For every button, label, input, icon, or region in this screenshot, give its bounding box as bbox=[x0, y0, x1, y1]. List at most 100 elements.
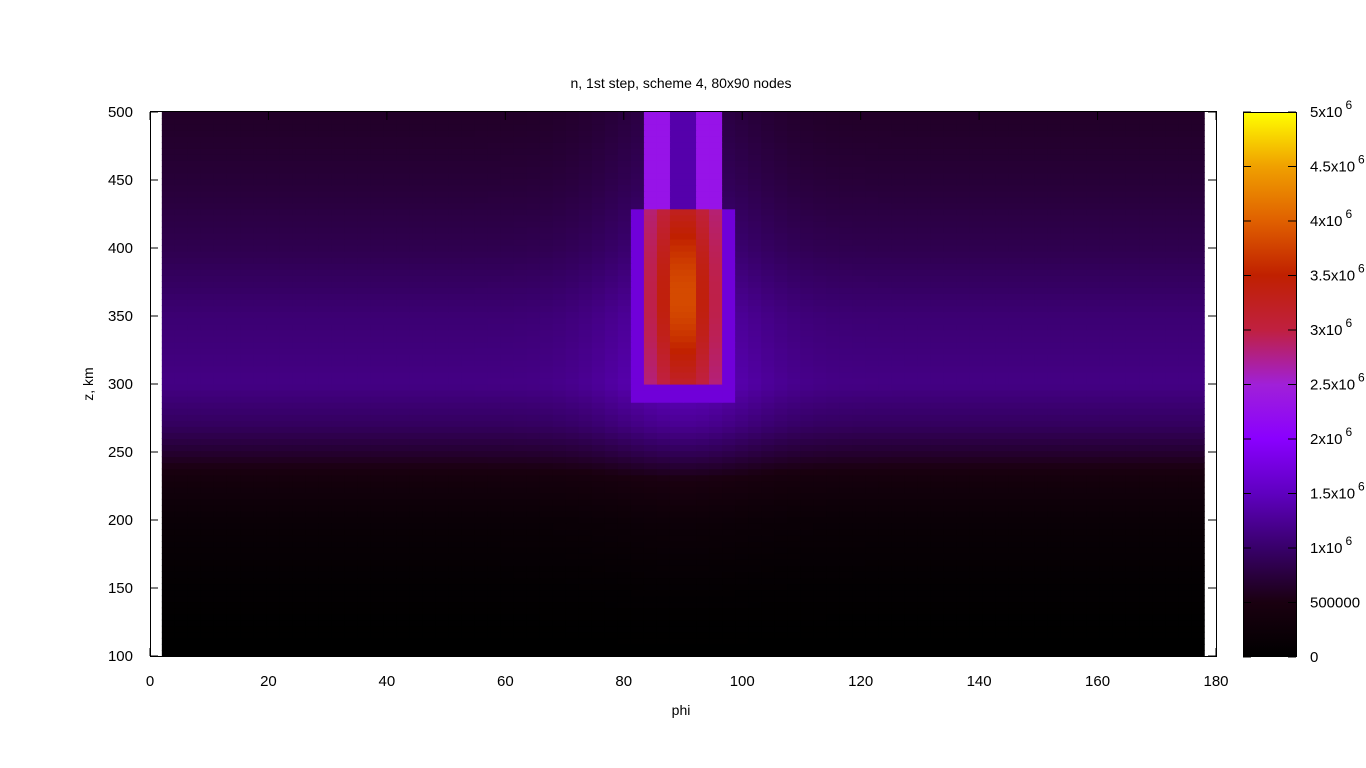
heatmap-cell bbox=[279, 613, 293, 621]
heatmap-cell bbox=[1086, 583, 1101, 591]
heatmap-cell bbox=[722, 595, 736, 603]
heatmap-cell bbox=[930, 462, 945, 470]
heatmap-cell bbox=[1152, 311, 1166, 319]
heatmap-cell bbox=[513, 492, 528, 500]
heatmap-cell bbox=[852, 432, 867, 439]
heatmap-cell bbox=[487, 438, 502, 446]
heatmap-cell bbox=[409, 438, 424, 446]
heatmap-cell bbox=[1060, 474, 1075, 482]
heatmap-cell bbox=[683, 371, 697, 379]
heatmap-cell bbox=[174, 347, 189, 355]
heatmap-cell bbox=[253, 649, 267, 657]
heatmap-cell bbox=[253, 408, 267, 415]
heatmap-cell bbox=[487, 547, 502, 554]
heatmap-cell bbox=[787, 335, 801, 343]
heatmap-cell bbox=[1021, 281, 1036, 288]
heatmap-cell bbox=[331, 480, 345, 488]
heatmap-cell bbox=[331, 577, 345, 585]
heatmap-cell bbox=[1008, 619, 1023, 627]
heatmap-cell bbox=[1191, 535, 1205, 542]
heatmap-cell bbox=[826, 335, 840, 343]
heatmap-cell bbox=[643, 577, 658, 585]
heatmap-cell bbox=[213, 323, 228, 331]
heatmap-cell bbox=[474, 474, 489, 482]
heatmap-cell bbox=[292, 601, 306, 609]
heatmap-cell bbox=[643, 492, 658, 500]
heatmap-cell bbox=[709, 492, 723, 500]
heatmap-cell bbox=[1191, 384, 1205, 391]
heatmap-cell bbox=[813, 547, 827, 554]
heatmap-cell bbox=[370, 456, 384, 464]
heatmap-cell bbox=[709, 293, 723, 300]
heatmap-cell bbox=[539, 577, 554, 585]
heatmap-cell bbox=[669, 414, 684, 421]
heatmap-cell bbox=[1112, 577, 1127, 585]
heatmap-cell bbox=[305, 571, 319, 579]
heatmap-cell bbox=[904, 420, 919, 427]
heatmap-cell bbox=[513, 625, 528, 633]
heatmap-cell bbox=[1034, 384, 1049, 391]
heatmap-cell bbox=[774, 329, 788, 337]
heatmap-cell bbox=[305, 547, 319, 554]
heatmap-cell bbox=[748, 414, 762, 421]
heatmap-cell bbox=[1191, 444, 1205, 452]
heatmap-cell bbox=[266, 523, 280, 530]
heatmap-cell bbox=[292, 353, 306, 361]
heatmap-cell bbox=[956, 414, 971, 421]
heatmap-cell bbox=[904, 510, 919, 518]
heatmap-cell bbox=[1191, 589, 1205, 597]
heatmap-cell bbox=[318, 589, 332, 597]
heatmap-cell bbox=[578, 474, 593, 482]
heatmap-cell bbox=[1034, 347, 1049, 355]
heatmap-cell bbox=[930, 595, 945, 603]
heatmap-cell bbox=[722, 396, 736, 403]
heatmap-cell bbox=[956, 438, 971, 446]
heatmap-cell bbox=[474, 444, 489, 452]
heatmap-cell bbox=[1034, 565, 1049, 572]
heatmap-cell bbox=[200, 589, 215, 597]
heatmap-cell bbox=[435, 444, 450, 452]
heatmap-cell bbox=[513, 474, 528, 482]
heatmap-cell bbox=[422, 529, 437, 536]
heatmap-cell bbox=[1099, 305, 1114, 313]
heatmap-cell bbox=[1139, 595, 1153, 603]
heatmap-cell bbox=[396, 450, 410, 458]
heatmap-cell bbox=[344, 384, 358, 391]
heatmap-cell bbox=[292, 371, 306, 379]
heatmap-cell bbox=[1099, 377, 1114, 385]
heatmap-cell bbox=[982, 384, 997, 391]
heatmap-cell bbox=[474, 649, 489, 657]
heatmap-cell bbox=[696, 377, 710, 385]
heatmap-cell bbox=[1008, 547, 1023, 554]
heatmap-cell bbox=[1152, 547, 1166, 554]
heatmap-cell bbox=[266, 498, 280, 506]
heatmap-cell bbox=[1178, 317, 1192, 325]
heatmap-cell bbox=[604, 371, 619, 379]
heatmap-cell bbox=[1125, 631, 1140, 639]
heatmap-cell bbox=[1152, 299, 1166, 307]
heatmap-cell bbox=[839, 547, 853, 554]
heatmap-cell bbox=[643, 535, 658, 542]
heatmap-cell bbox=[591, 474, 606, 482]
heatmap-cell bbox=[161, 510, 176, 518]
heatmap-cell bbox=[1047, 377, 1062, 385]
heatmap-cell bbox=[526, 607, 541, 615]
heatmap-cell bbox=[174, 287, 189, 294]
heatmap-cell bbox=[1112, 456, 1127, 464]
heatmap-cell bbox=[500, 299, 515, 307]
heatmap-cell bbox=[526, 402, 541, 409]
heatmap-cell bbox=[187, 420, 202, 427]
heatmap-cell bbox=[474, 293, 489, 300]
heatmap-cell bbox=[800, 438, 814, 446]
heatmap-cell bbox=[200, 601, 215, 609]
heatmap-cell bbox=[357, 529, 371, 536]
heatmap-cell bbox=[396, 299, 410, 307]
heatmap-cell bbox=[930, 613, 945, 621]
heatmap-cell bbox=[253, 456, 267, 464]
heatmap-cell bbox=[943, 498, 958, 506]
heatmap-cell bbox=[930, 456, 945, 464]
heatmap-cell bbox=[487, 371, 502, 379]
heatmap-cell bbox=[1191, 365, 1205, 373]
heatmap-cell bbox=[696, 341, 710, 349]
heatmap-cell bbox=[187, 390, 202, 397]
